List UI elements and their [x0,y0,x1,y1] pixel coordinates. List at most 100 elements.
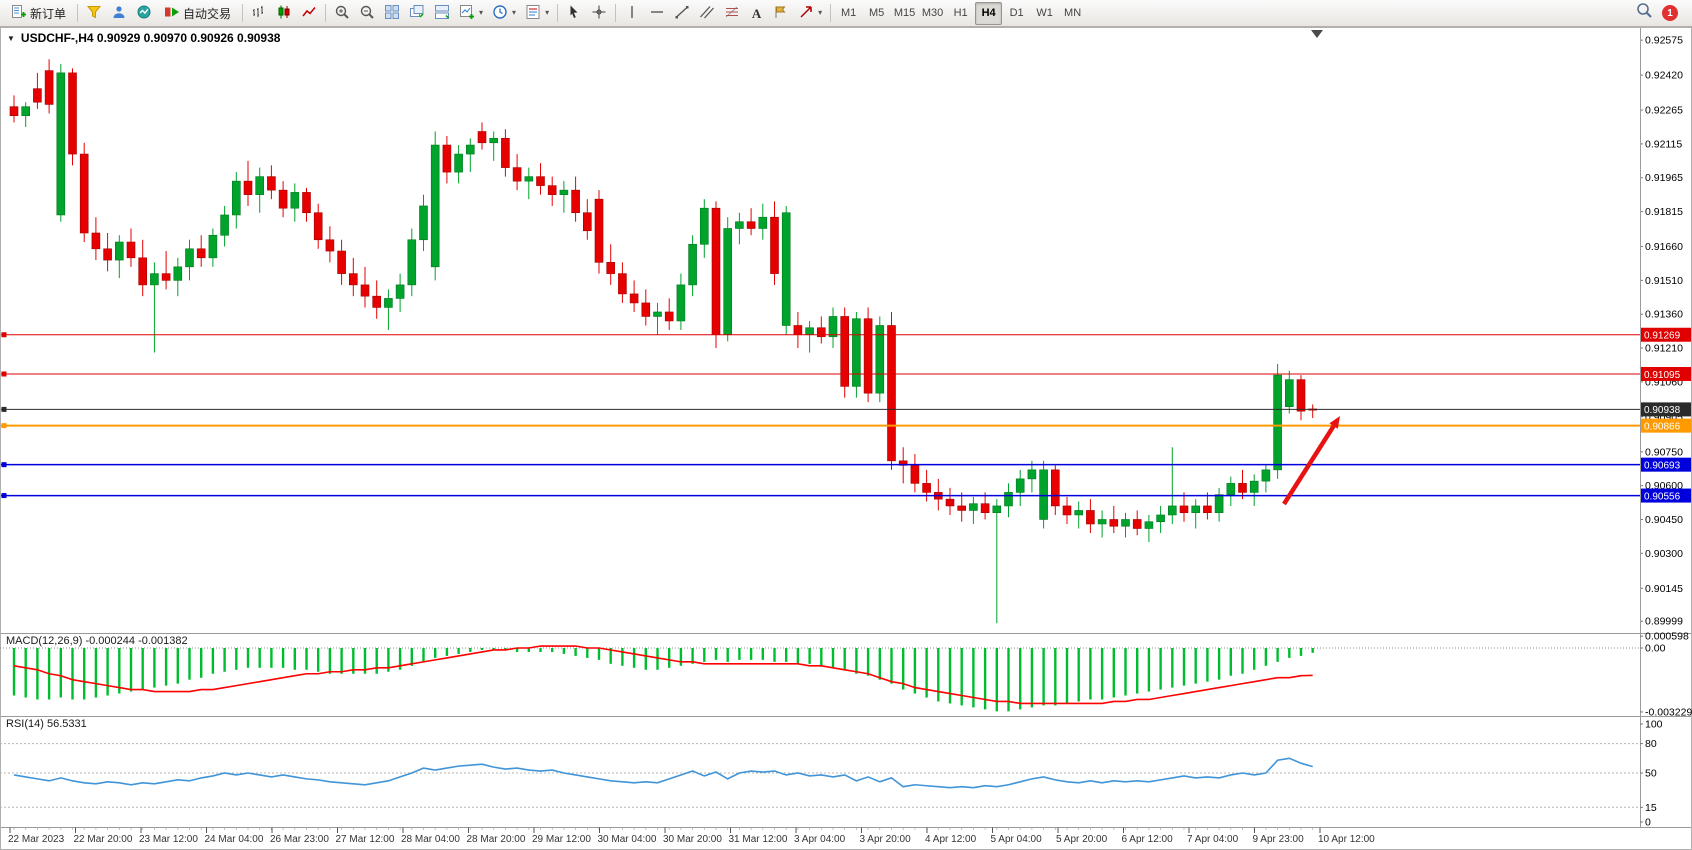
shapes-tool-button[interactable]: ▾ [794,2,826,25]
bear-candle [746,221,756,229]
level-handle[interactable] [1,493,7,499]
toolbar-separator [325,4,327,22]
level-handle[interactable] [1,423,7,429]
bull-candle [653,311,662,317]
bear-candle [571,189,580,214]
strategy-tester-button[interactable] [132,2,156,25]
level-handle[interactable] [1,462,7,468]
dropdown-caret-icon[interactable]: ▾ [512,8,517,17]
macd-axis-label: 0.00 [1645,643,1666,655]
time-axis-label: 30 Mar 04:00 [598,834,657,845]
bear-candle [1238,483,1247,493]
timeframe-button-h1[interactable]: H1 [947,2,974,25]
bear-candle [372,295,382,308]
zoom-in-button[interactable] [330,2,354,25]
crosshair-button[interactable] [587,2,611,25]
timeframe-button-w1[interactable]: W1 [1031,2,1058,25]
notification-badge[interactable]: 1 [1662,5,1678,21]
price-axis-label: 0.91510 [1645,275,1683,287]
level-handle[interactable] [1,332,7,338]
bull-candle [805,327,814,335]
auto-trading-button[interactable]: 自动交易 [157,2,238,25]
period-clock-button[interactable]: ▾ [488,2,520,25]
annotation-arrow[interactable] [1282,424,1336,506]
tile-windows-button[interactable] [380,2,404,25]
timeframe-button-d1[interactable]: D1 [1003,2,1030,25]
label-tool-button[interactable] [769,2,793,25]
bull-candle [1097,519,1107,525]
line-chart-button[interactable] [297,2,321,25]
metaeditor-button[interactable] [82,2,106,25]
person-icon [111,4,127,23]
dropdown-caret-icon[interactable]: ▾ [818,8,823,17]
timeframe-button-m30[interactable]: M30 [919,2,946,25]
channel-tool-button[interactable] [695,2,719,25]
bear-candle [980,503,990,514]
level-handle[interactable] [1,406,7,412]
window-menu-triangle-icon[interactable]: ▼ [7,33,15,43]
zoom-out-button[interactable] [355,2,379,25]
timeframe-button-mn[interactable]: MN [1059,2,1086,25]
bull-candle [1004,492,1013,507]
chart-shift-marker-icon[interactable] [1311,30,1323,38]
price-tag [1641,366,1691,381]
bear-candle [512,167,522,182]
cascade-windows-icon [409,4,425,23]
new-order-button[interactable]: 新订单 [4,2,73,25]
level-handle[interactable] [1,371,7,377]
bear-candle [922,483,931,493]
bull-candle [699,207,709,245]
candlestick-chart-button[interactable] [272,2,296,25]
time-axis-label: 29 Mar 12:00 [532,834,591,845]
bear-candle [348,273,358,286]
rsi-axis-label: 80 [1645,738,1657,750]
horizontal-line-icon [649,4,665,23]
bull-candle [1191,505,1200,514]
timeframe-group: M1 M5 M15 M30 H1 H4 D1 W1 MN [835,1,1086,25]
timeframe-button-m15[interactable]: M15 [891,2,918,25]
new-chart-button[interactable]: ▾ [455,2,487,25]
search-icon[interactable] [1636,2,1653,24]
bear-candle [501,137,510,168]
bear-candle [816,327,826,338]
dropdown-caret-icon[interactable]: ▾ [479,8,484,17]
bear-candle [1062,505,1072,516]
price-axis-label: 0.90145 [1645,583,1683,595]
auto-trading-label: 自动交易 [183,6,232,21]
clock-icon [492,4,508,23]
bull-candle [524,176,534,182]
templates-button[interactable]: ▾ [521,2,553,25]
timeframe-button-m5[interactable]: M5 [863,2,890,25]
terminal-button[interactable] [107,2,131,25]
macd-axis-label: -0.003229 [1645,706,1692,718]
funnel-icon [86,4,102,23]
tile-windows-icon [384,4,400,23]
chart-canvas[interactable]: 0.92575 0.92420 0.92265 0.92115 0.91965 0.918… [0,27,1692,850]
bear-candle [325,239,335,252]
main-toolbar: 新订单 自动交易 ▾ ▾ ▾ A ▾ M1 M5 M15 M30 H1 H4 D1 W1 MN … [0,0,1692,27]
price-tag [1641,457,1691,472]
timeframe-button-m1[interactable]: M1 [835,2,862,25]
bull-candle [173,266,183,281]
timeframe-button-h4[interactable]: H4 [975,1,1003,25]
text-tool-button[interactable]: A [745,2,768,25]
bear-candle [313,212,323,241]
horizontal-line-tool-button[interactable] [645,2,669,25]
cursor-button[interactable] [562,2,586,25]
price-axis-label: 0.91360 [1645,309,1683,321]
cascade-windows-button[interactable] [405,2,429,25]
bear-candle [606,262,616,274]
price-axis-label: 0.91815 [1645,206,1683,218]
vertical-line-tool-button[interactable] [620,2,644,25]
time-axis-label: 26 Mar 23:00 [270,834,329,845]
fibonacci-tool-button[interactable] [720,2,744,25]
price-axis-label: 0.92115 [1645,138,1682,150]
trendline-tool-button[interactable] [670,2,694,25]
bear-candle [945,498,955,507]
bull-candle [185,248,194,268]
price-tag [1641,488,1691,503]
dropdown-caret-icon[interactable]: ▾ [545,8,550,17]
bar-chart-button[interactable] [247,2,271,25]
arrange-windows-button[interactable] [430,2,454,25]
bull-candle [723,228,733,335]
